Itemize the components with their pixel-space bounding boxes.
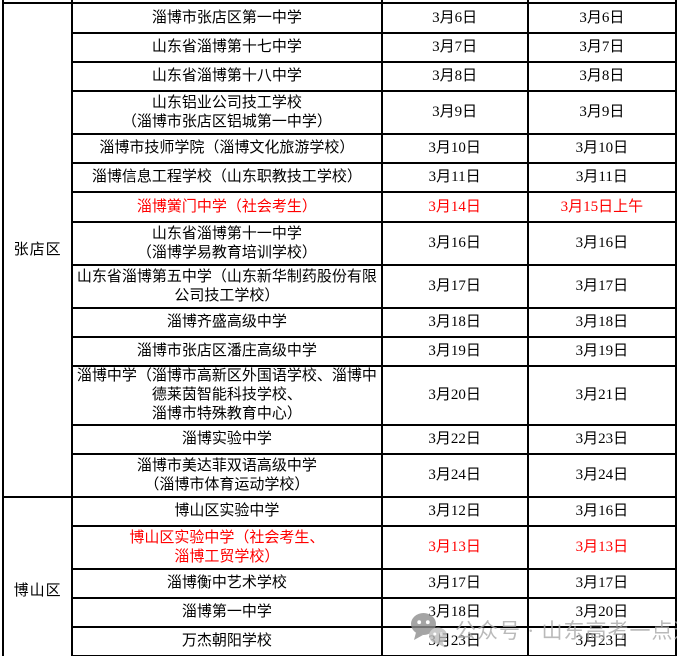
date1-cell: 3月17日 bbox=[380, 264, 529, 309]
date1-cell: 3月18日 bbox=[380, 307, 529, 338]
date1-cell: 3月22日 bbox=[380, 424, 529, 455]
date2-cell: 3月18日 bbox=[526, 307, 677, 338]
school-cell: 博山区实验中学 bbox=[71, 496, 383, 527]
date1-cell: 3月14日 bbox=[380, 191, 529, 223]
table-row: 淄博第一中学 3月18日 3月20日 bbox=[3, 597, 677, 628]
school-cell: 淄博中学（淄博市高新区外国语学校、淄博中 德莱茵智能科技学校、 淄博市特殊教育中… bbox=[71, 365, 383, 426]
date1-cell: 3月20日 bbox=[380, 365, 529, 426]
table-row: 万杰朝阳学校 3月23日 3月23日 bbox=[3, 626, 677, 656]
school-cell: 淄博市技师学院（淄博文化旅游学校） bbox=[71, 133, 383, 164]
date2-cell: 3月23日 bbox=[526, 424, 677, 455]
school-cell: 淄博衡中艺术学校 bbox=[71, 568, 383, 599]
date1-cell: 3月8日 bbox=[380, 61, 529, 92]
school-cell: 博山区实验中学（社会考生、 淄博工贸学校） bbox=[71, 525, 383, 570]
date1-cell: 3月6日 bbox=[380, 2, 529, 34]
school-cell: 淄博市张店区第一中学 bbox=[71, 2, 383, 34]
date2-cell: 3月20日 bbox=[526, 597, 677, 628]
school-cell: 淄博市美达菲双语高级中学 （淄博市体育运动学校） bbox=[71, 453, 383, 498]
date2-cell: 3月21日 bbox=[526, 365, 677, 426]
table-row: 张店区 淄博市张店区第一中学 3月6日 3月6日 bbox=[1, 2, 677, 498]
date1-cell: 3月17日 bbox=[380, 568, 529, 599]
school-cell: 山东铝业公司技工学校 （淄博市张店区铝城第一中学） bbox=[71, 90, 383, 135]
district-cell-zhangdian: 张店区 bbox=[1, 2, 74, 498]
table-row: 淄博市技师学院（淄博文化旅游学校） 3月10日 3月10日 bbox=[3, 133, 677, 164]
date2-cell: 3月6日 bbox=[526, 2, 677, 34]
district-cell-boshan: 博山区 bbox=[1, 496, 74, 656]
date1-cell: 3月18日 bbox=[380, 597, 529, 628]
school-cell: 山东省淄博第十一中学 （淄博学易教育培训学校） bbox=[71, 221, 383, 266]
date1-cell: 3月11日 bbox=[380, 162, 529, 193]
date2-cell: 3月16日 bbox=[526, 221, 677, 266]
table-row: 淄博齐盛高级中学 3月18日 3月18日 bbox=[3, 307, 677, 338]
table-row-highlighted: 博山区实验中学（社会考生、 淄博工贸学校） 3月13日 3月13日 bbox=[3, 525, 677, 570]
school-cell bbox=[71, 0, 383, 4]
date2-cell: 3月23日 bbox=[526, 626, 677, 656]
date2-cell: 3月15日上午 bbox=[526, 191, 677, 223]
school-cell: 山东省淄博第十七中学 bbox=[71, 32, 383, 63]
table-row-partial-top bbox=[1, 0, 677, 4]
date2-cell bbox=[526, 0, 677, 4]
table-row: 山东省淄博第五中学（山东新华制药股份有限 公司技工学校） 3月17日 3月17日 bbox=[3, 264, 677, 309]
date2-cell: 3月9日 bbox=[526, 90, 677, 135]
date1-cell: 3月10日 bbox=[380, 133, 529, 164]
date1-cell: 3月9日 bbox=[380, 90, 529, 135]
school-cell: 淄博齐盛高级中学 bbox=[71, 307, 383, 338]
date1-cell: 3月23日 bbox=[380, 626, 529, 656]
date1-cell: 3月12日 bbox=[380, 496, 529, 527]
date2-cell: 3月19日 bbox=[526, 336, 677, 367]
date2-cell: 3月11日 bbox=[526, 162, 677, 193]
school-cell: 山东省淄博第五中学（山东新华制药股份有限 公司技工学校） bbox=[71, 264, 383, 309]
table-row-highlighted: 淄博黉门中学（社会考生） 3月14日 3月15日上午 bbox=[3, 191, 677, 223]
date1-cell: 3月7日 bbox=[380, 32, 529, 63]
date1-cell: 3月19日 bbox=[380, 336, 529, 367]
school-cell: 淄博实验中学 bbox=[71, 424, 383, 455]
school-cell: 山东省淄博第十八中学 bbox=[71, 61, 383, 92]
date2-cell: 3月16日 bbox=[526, 496, 677, 527]
date2-cell: 3月8日 bbox=[526, 61, 677, 92]
school-cell: 淄博第一中学 bbox=[71, 597, 383, 628]
table-row: 淄博市美达菲双语高级中学 （淄博市体育运动学校） 3月24日 3月24日 bbox=[3, 453, 677, 498]
school-cell: 淄博市张店区潘庄高级中学 bbox=[71, 336, 383, 367]
date1-cell: 3月16日 bbox=[380, 221, 529, 266]
date2-cell: 3月17日 bbox=[526, 568, 677, 599]
school-cell: 淄博黉门中学（社会考生） bbox=[71, 191, 383, 223]
school-cell: 万杰朝阳学校 bbox=[71, 626, 383, 656]
district-cell bbox=[1, 0, 74, 4]
table-row: 淄博信息工程学校（山东职教技工学校） 3月11日 3月11日 bbox=[3, 162, 677, 193]
table-row: 山东省淄博第十七中学 3月7日 3月7日 bbox=[3, 32, 677, 63]
table-row: 山东省淄博第十八中学 3月8日 3月8日 bbox=[3, 61, 677, 92]
date1-cell bbox=[380, 0, 529, 4]
table-row: 淄博市张店区潘庄高级中学 3月19日 3月19日 bbox=[3, 336, 677, 367]
date2-cell: 3月10日 bbox=[526, 133, 677, 164]
date2-cell: 3月7日 bbox=[526, 32, 677, 63]
date2-cell: 3月17日 bbox=[526, 264, 677, 309]
table-row: 淄博实验中学 3月22日 3月23日 bbox=[3, 424, 677, 455]
table-row: 山东铝业公司技工学校 （淄博市张店区铝城第一中学） 3月9日 3月9日 bbox=[3, 90, 677, 135]
table-row: 山东省淄博第十一中学 （淄博学易教育培训学校） 3月16日 3月16日 bbox=[3, 221, 677, 266]
date2-cell: 3月24日 bbox=[526, 453, 677, 498]
table-row: 博山区 博山区实验中学 3月12日 3月16日 bbox=[1, 496, 677, 656]
date1-cell: 3月13日 bbox=[380, 525, 529, 570]
school-cell: 淄博信息工程学校（山东职教技工学校） bbox=[71, 162, 383, 193]
table-row: 淄博中学（淄博市高新区外国语学校、淄博中 德莱茵智能科技学校、 淄博市特殊教育中… bbox=[3, 365, 677, 426]
date1-cell: 3月24日 bbox=[380, 453, 529, 498]
date2-cell: 3月13日 bbox=[526, 525, 677, 570]
table-row: 淄博衡中艺术学校 3月17日 3月17日 bbox=[3, 568, 677, 599]
